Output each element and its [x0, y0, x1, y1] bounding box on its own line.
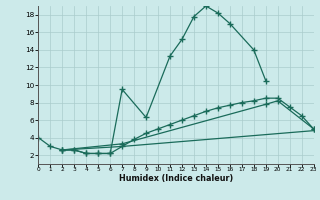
X-axis label: Humidex (Indice chaleur): Humidex (Indice chaleur) — [119, 174, 233, 183]
